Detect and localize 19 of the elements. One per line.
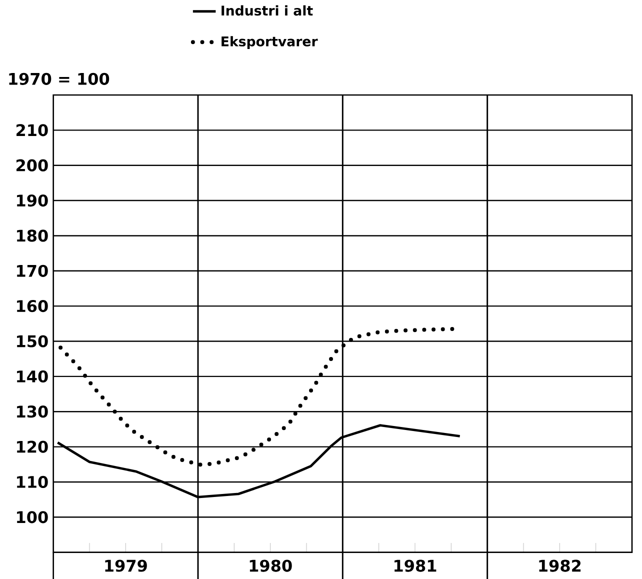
legend-label: Eksportvarer — [222, 36, 318, 50]
legend-label: Industri i alt — [222, 5, 313, 16]
y-axis-title: 1970 = 100 — [9, 72, 110, 85]
y-tick-label: 140 — [17, 370, 48, 382]
x-tick-label: 1981 — [394, 560, 436, 572]
y-tick-label: 170 — [17, 264, 48, 277]
y-tick-label: 120 — [17, 440, 48, 453]
y-tick-label: 180 — [17, 230, 48, 242]
y-tick-label: 190 — [17, 194, 48, 207]
y-tick-label: 200 — [16, 159, 48, 172]
x-tick-label: 1980 — [250, 560, 292, 572]
y-tick-label: 210 — [16, 124, 48, 136]
x-tick-label: 1982 — [539, 560, 581, 572]
y-tick-label: 150 — [17, 335, 48, 348]
x-tick-label: 1979 — [105, 560, 147, 572]
y-tick-label: 160 — [17, 300, 48, 312]
y-tick-label: 110 — [17, 476, 48, 488]
y-tick-label: 100 — [17, 511, 48, 524]
y-tick-label: 130 — [17, 406, 48, 418]
